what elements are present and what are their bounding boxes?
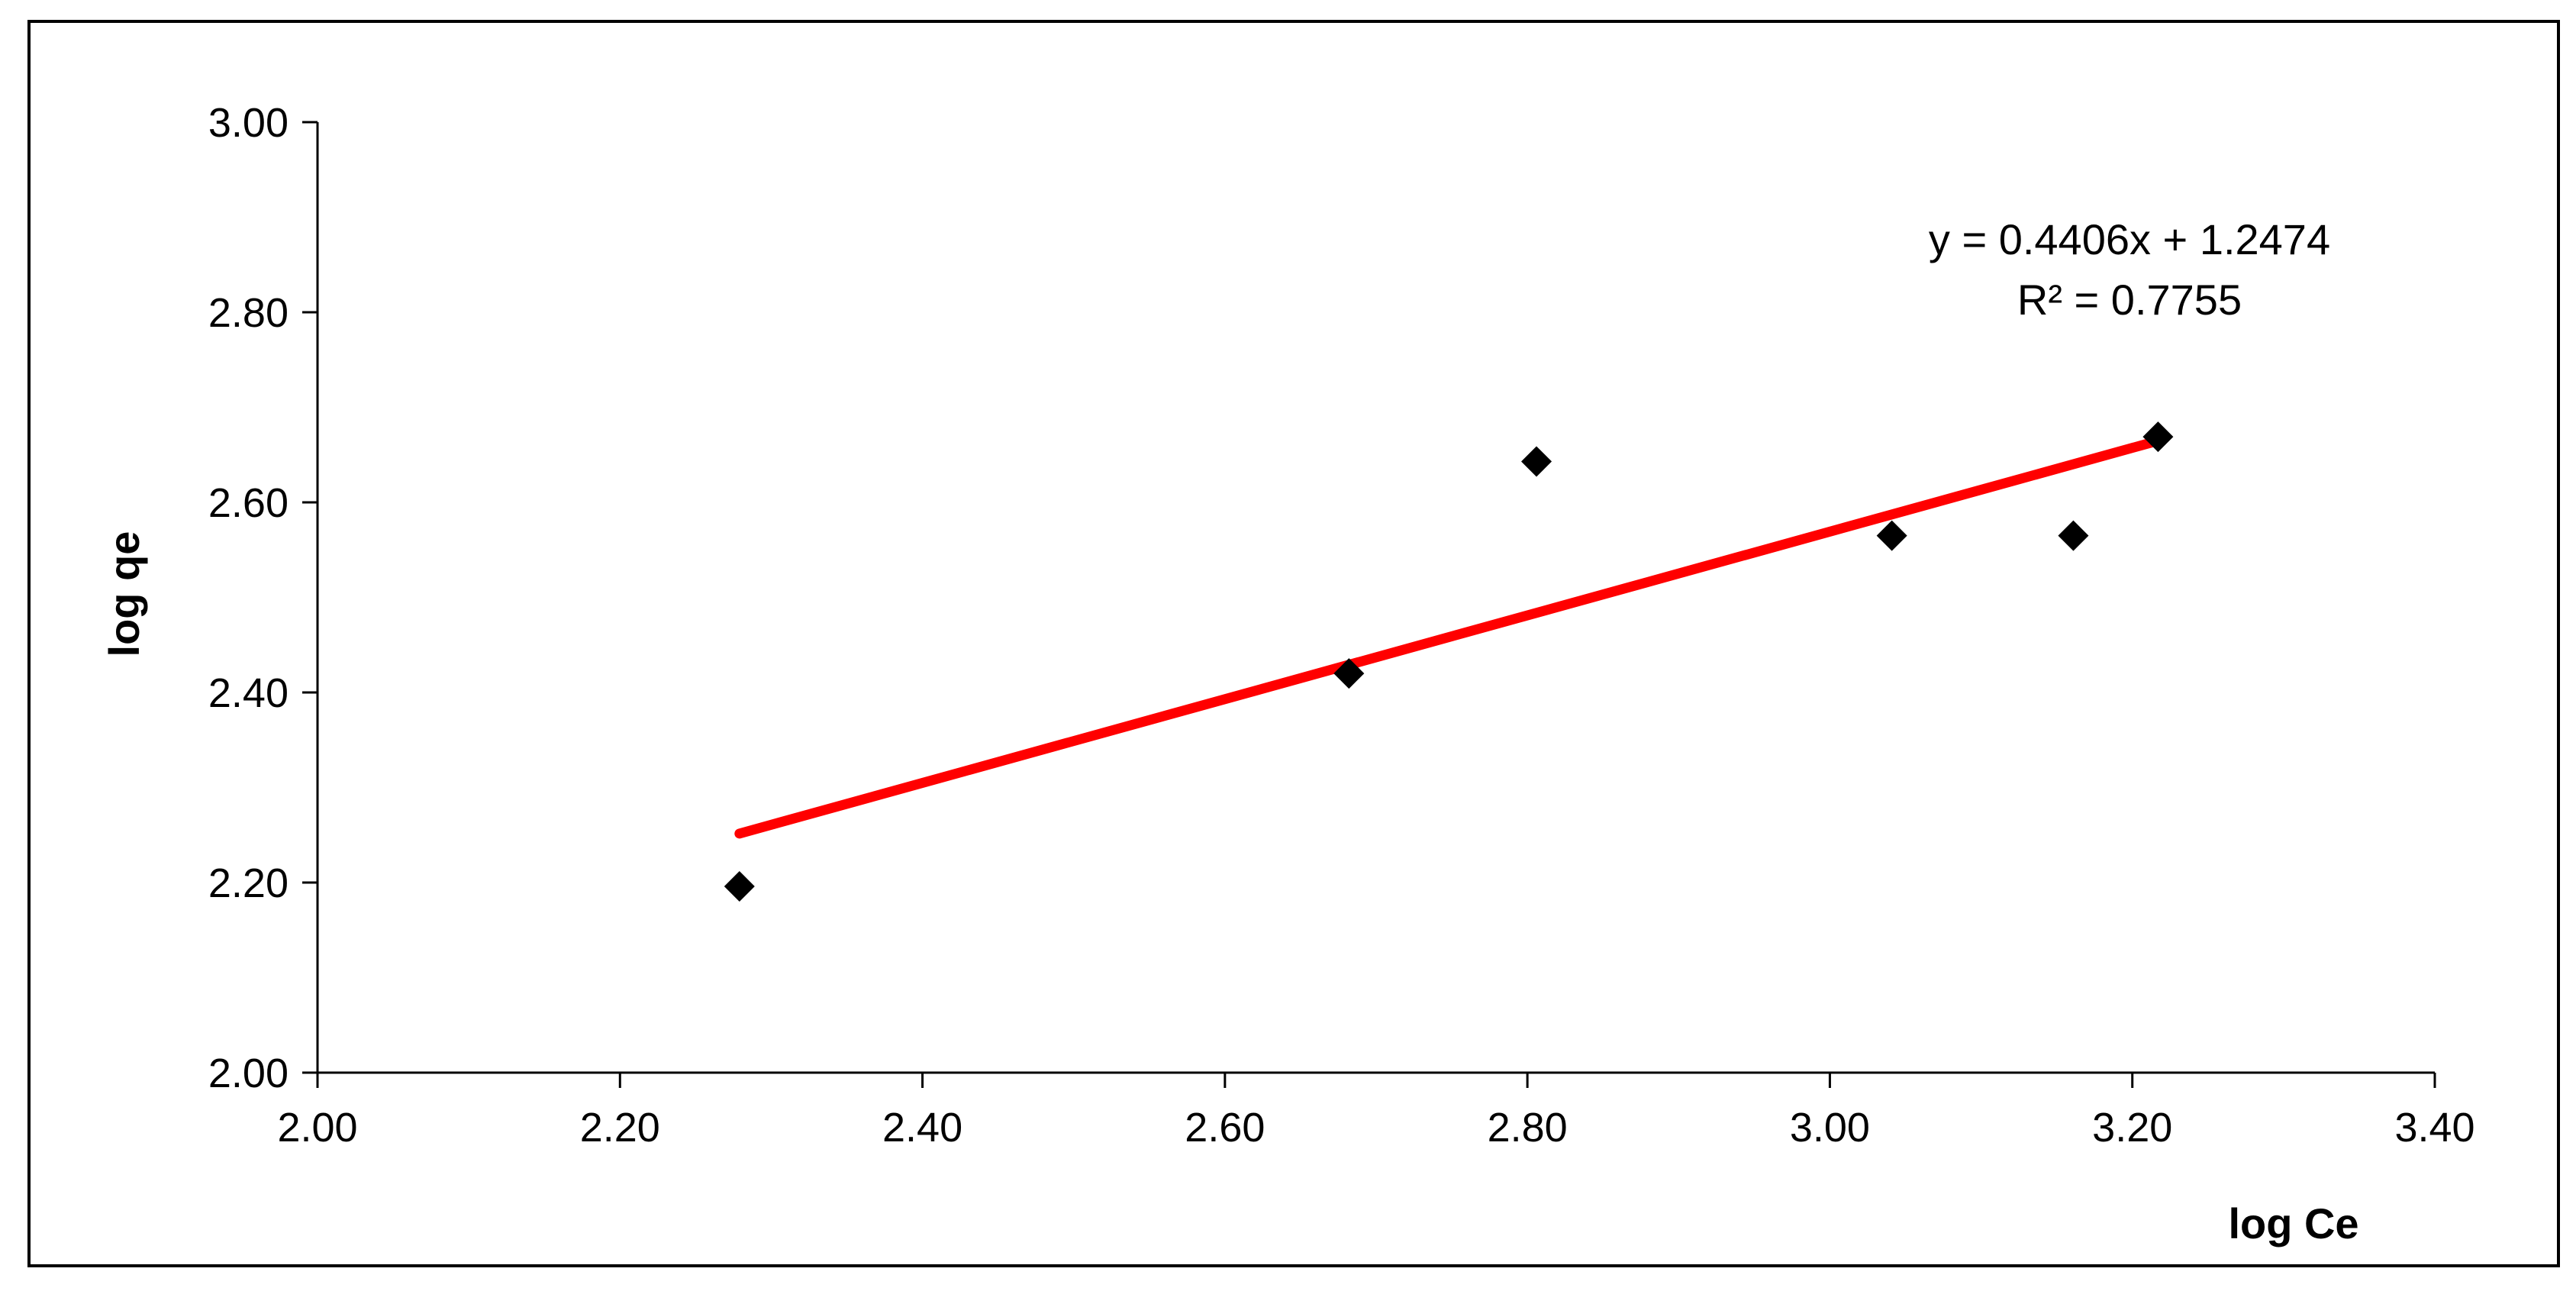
y-tick-label: 2.80 [208, 290, 289, 336]
x-tick-label: 3.20 [2092, 1105, 2172, 1151]
x-tick-label: 2.20 [580, 1105, 660, 1151]
data-point [1876, 520, 1907, 551]
y-tick-label: 2.00 [208, 1051, 289, 1096]
x-axis-title: log Ce [2228, 1199, 2358, 1247]
y-axis-ticks: 2.00 2.20 2.40 2.60 2.80 3.00 [208, 100, 318, 1096]
x-tick-label: 3.00 [1790, 1105, 1870, 1151]
chart-frame [27, 20, 2560, 1267]
axes [316, 122, 2435, 1074]
y-tick-label: 2.60 [208, 480, 289, 526]
data-point [2058, 520, 2089, 551]
trendline [734, 435, 2163, 839]
data-points [724, 421, 2174, 902]
trendline-r-squared: R² = 0.7755 [2017, 276, 2242, 324]
x-tick-label: 2.40 [882, 1105, 962, 1151]
y-tick-label: 2.40 [208, 670, 289, 716]
x-tick-label: 3.40 [2394, 1105, 2474, 1151]
data-point [2142, 421, 2174, 453]
trendline-group [734, 435, 2163, 839]
x-tick-label: 2.60 [1185, 1105, 1265, 1151]
data-point [724, 870, 755, 902]
data-point [1333, 658, 1365, 689]
y-axis-title: log qe [100, 531, 148, 657]
x-tick-label: 2.80 [1488, 1105, 1568, 1151]
y-tick-label: 2.20 [208, 860, 289, 906]
trendline-equation: y = 0.4406x + 1.2474 [1929, 215, 2330, 263]
x-tick-label: 2.00 [277, 1105, 357, 1151]
x-axis-ticks: 2.00 2.20 2.40 2.60 2.80 3.00 3.20 3.40 [277, 1073, 2475, 1151]
y-tick-label: 3.00 [208, 100, 289, 146]
data-point [1521, 446, 1552, 477]
